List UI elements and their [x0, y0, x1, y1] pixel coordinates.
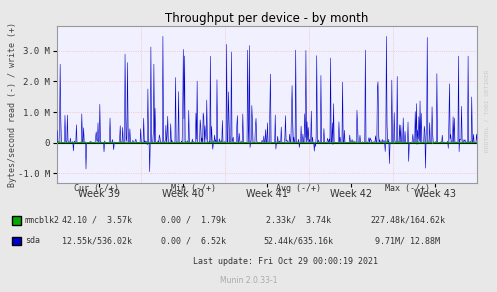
Text: 2.33k/  3.74k: 2.33k/ 3.74k	[266, 216, 331, 225]
Text: 0.00 /  1.79k: 0.00 / 1.79k	[162, 216, 226, 225]
Text: 52.44k/635.16k: 52.44k/635.16k	[263, 237, 333, 245]
Text: Min (-/+): Min (-/+)	[171, 184, 216, 193]
Text: 227.48k/164.62k: 227.48k/164.62k	[370, 216, 445, 225]
Text: Munin 2.0.33-1: Munin 2.0.33-1	[220, 277, 277, 285]
Text: sda: sda	[25, 237, 40, 245]
Text: Max (-/+): Max (-/+)	[385, 184, 430, 193]
Text: Last update: Fri Oct 29 00:00:19 2021: Last update: Fri Oct 29 00:00:19 2021	[193, 257, 378, 266]
Text: 12.55k/536.02k: 12.55k/536.02k	[62, 237, 132, 245]
Y-axis label: Bytes/second read (-) / write (+): Bytes/second read (-) / write (+)	[7, 22, 16, 187]
Text: mmcblk2: mmcblk2	[25, 216, 60, 225]
Text: Cur (-/+): Cur (-/+)	[75, 184, 119, 193]
Title: Throughput per device - by month: Throughput per device - by month	[166, 12, 369, 25]
Text: RRDTOOL / TOBI OETIKER: RRDTOOL / TOBI OETIKER	[485, 70, 490, 152]
Text: Avg (-/+): Avg (-/+)	[276, 184, 321, 193]
Text: 42.10 /  3.57k: 42.10 / 3.57k	[62, 216, 132, 225]
Text: 0.00 /  6.52k: 0.00 / 6.52k	[162, 237, 226, 245]
Text: 9.71M/ 12.88M: 9.71M/ 12.88M	[375, 237, 440, 245]
